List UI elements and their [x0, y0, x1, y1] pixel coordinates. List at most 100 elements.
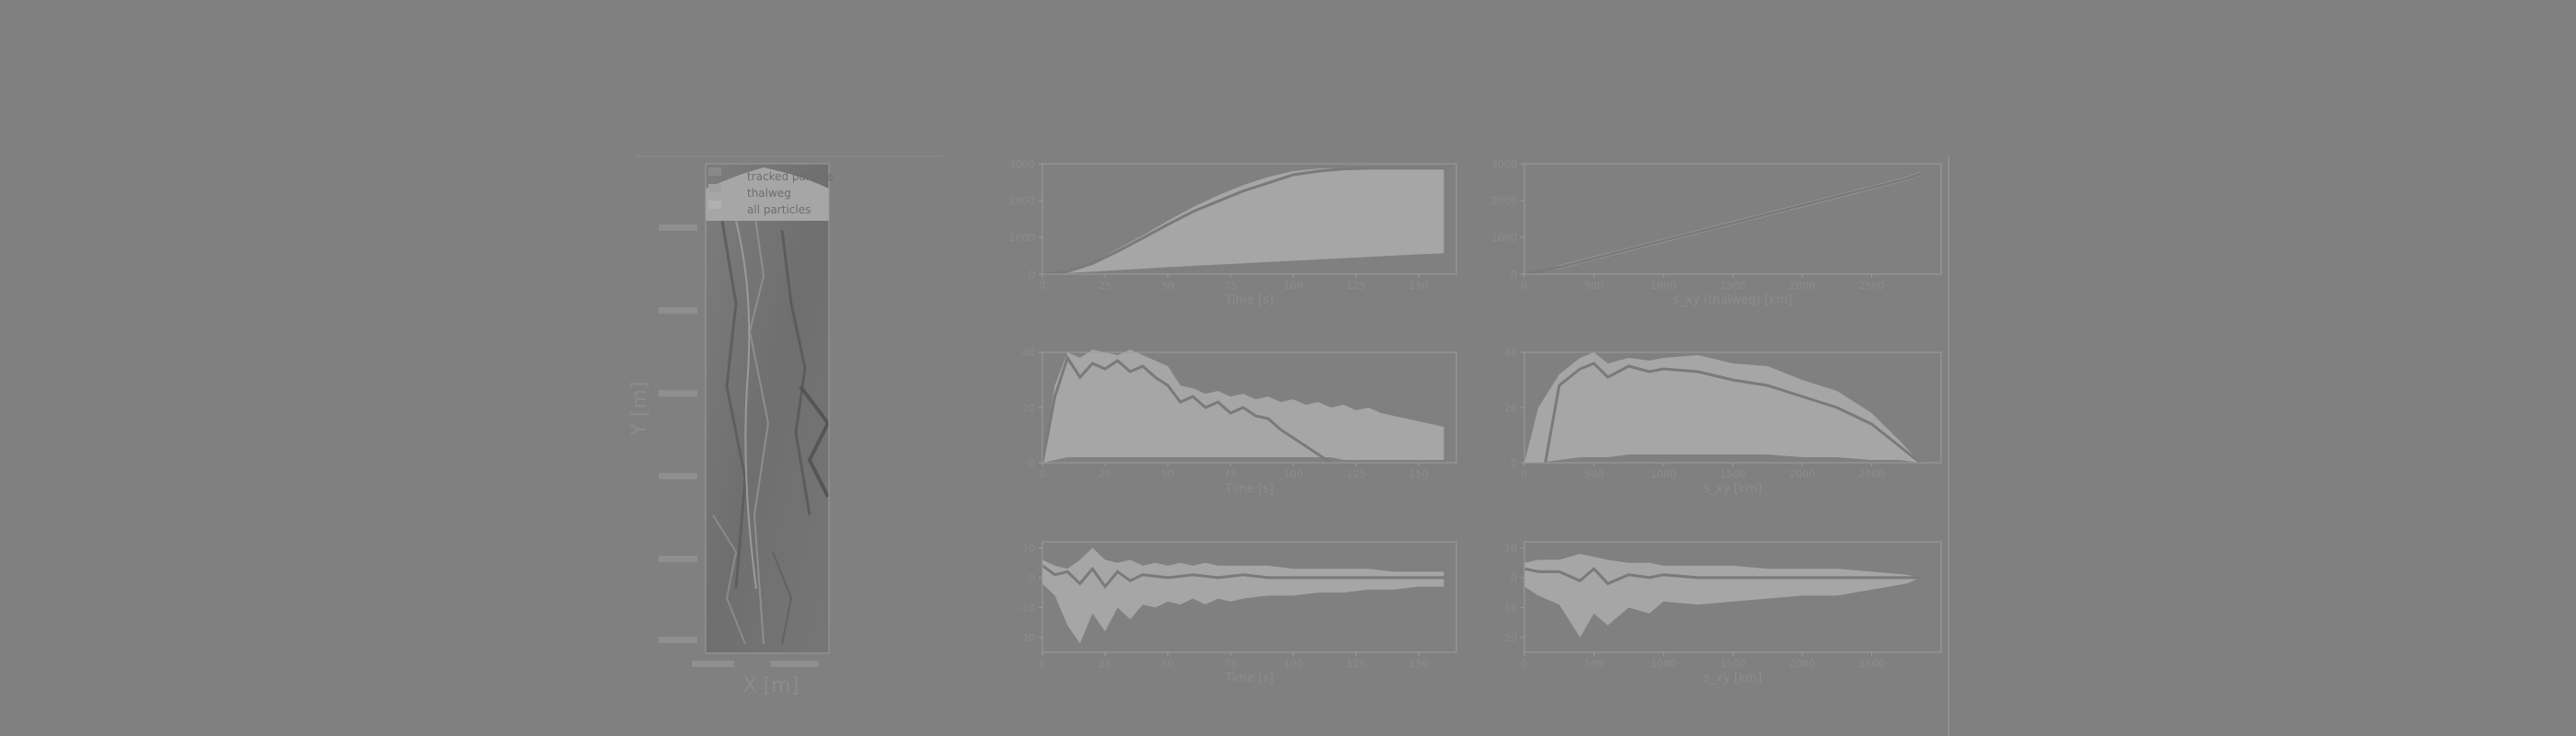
p3-xtick-label: 0 [1040, 468, 1046, 480]
p5-ytick-label: 10 [1022, 542, 1035, 554]
p5-ytick-label: 0 [1029, 572, 1035, 584]
p3-ytick-label: 20 [1022, 402, 1035, 414]
p1-xtick-label: 150 [1409, 280, 1429, 292]
p1-xlabel: Time [s] [1225, 293, 1274, 307]
particle-paths [735, 220, 757, 590]
panel-thalweg-vs-distance: 0 500 1000 1500 2000 2500 0 1000 2000 3000 s_xy (t… [1491, 158, 1942, 307]
map-xlabel: X [m] [743, 674, 799, 697]
p6-xtick-label: 500 [1584, 658, 1604, 670]
p4-ytick-label: 40 [1504, 347, 1517, 359]
p2-thalweg-line [1524, 172, 1921, 276]
p2-xtick-label: 2000 [1789, 280, 1815, 292]
p3-xtick-label: 125 [1346, 468, 1365, 480]
p1-ytick-label: 1000 [1009, 232, 1035, 244]
legend-swatch-all [708, 201, 721, 209]
p6-xtick-label: 1000 [1650, 658, 1676, 670]
p1-ytick-label: 0 [1029, 269, 1035, 281]
p5-range-band [1042, 547, 1444, 644]
p1-ytick-label: 3000 [1009, 158, 1035, 170]
legend-swatch-thalweg [708, 184, 721, 192]
p1-xtick-label: 0 [1040, 280, 1046, 292]
p3-xtick-label: 50 [1161, 468, 1174, 480]
p2-ytick-label: 0 [1511, 269, 1517, 281]
p5-axes-frame [1041, 541, 1457, 653]
map-frame [705, 163, 830, 654]
p2-range-band [1524, 171, 1921, 274]
panel-time-vs-velocity: 0 25 50 75 100 125 150 0 20 40 Time [s] [1022, 347, 1457, 496]
p4-xtick-label: 1000 [1650, 468, 1676, 480]
p5-xlabel: Time [s] [1225, 672, 1274, 685]
p6-ytick-label: 10 [1504, 542, 1517, 554]
p1-xtick-label: 75 [1225, 280, 1237, 292]
p3-ytick-label: 0 [1029, 457, 1035, 469]
p2-xlabel: s_xy (thalweg) [km] [1673, 293, 1792, 307]
p5-xtick-label: 100 [1283, 658, 1303, 670]
legend-label-all: all particles [747, 203, 811, 216]
p4-xtick-label: 0 [1522, 468, 1528, 480]
map-xticks [692, 661, 819, 667]
p1-thalweg-line [1041, 167, 1444, 276]
p6-xtick-label: 2000 [1789, 658, 1815, 670]
p2-ytick-label: 2000 [1491, 195, 1517, 207]
panel-time-vs-acceleration: 0 25 50 75 100 125 150 -20 -10 0 10 Time [s] [1018, 541, 1457, 685]
p4-xlabel: s_xy [km] [1704, 482, 1762, 496]
legend-label-tracked: tracked particle [747, 170, 834, 183]
p3-xtick-label: 75 [1225, 468, 1237, 480]
p4-xtick-label: 2500 [1859, 468, 1885, 480]
legend-swatch-tracked [708, 167, 721, 176]
p3-xtick-label: 150 [1409, 468, 1429, 480]
p6-range-band [1524, 554, 1921, 638]
p5-xtick-label: 150 [1409, 658, 1429, 670]
p3-xtick-label: 100 [1283, 468, 1303, 480]
p2-xtick-label: 2500 [1859, 280, 1885, 292]
p1-xtick-label: 125 [1346, 280, 1365, 292]
p2-ytick-label: 3000 [1491, 158, 1517, 170]
p5-thalweg-line [1041, 564, 1444, 590]
p6-xtick-label: 0 [1522, 658, 1528, 670]
p4-range-band [1524, 352, 1921, 463]
p6-thalweg-line [1524, 567, 1921, 586]
p6-ytick-label: -10 [1501, 602, 1517, 614]
p1-range-band [1042, 167, 1444, 274]
p4-thalweg-line [1544, 362, 1922, 465]
p5-xtick-label: 75 [1225, 658, 1237, 670]
p5-ytick-label: -10 [1018, 602, 1035, 614]
panel-sxy-vs-acceleration: 0 500 1000 1500 2000 2500 -20 -10 0 10 s_xy [km] [1501, 541, 1942, 685]
p6-xtick-label: 1500 [1720, 658, 1746, 670]
p2-xtick-label: 1500 [1720, 280, 1746, 292]
p3-thalweg-line [1041, 354, 1332, 465]
panel-sxy-vs-velocity: 0 500 1000 1500 2000 2500 0 20 40 s_xy [km] [1504, 347, 1942, 496]
p2-xtick-label: 0 [1522, 280, 1528, 292]
p6-ytick-label: 0 [1511, 572, 1517, 584]
release-area [706, 167, 829, 221]
p1-ytick-label: 2000 [1009, 195, 1035, 207]
p6-ytick-label: -20 [1501, 632, 1517, 644]
p5-xtick-label: 0 [1040, 658, 1046, 670]
p3-xtick-label: 25 [1098, 468, 1111, 480]
map-yticks [659, 224, 697, 643]
p3-xlabel: Time [s] [1225, 482, 1274, 496]
p2-xtick-label: 1000 [1650, 280, 1676, 292]
panel-time-vs-distance: 0 25 50 75 100 125 150 0 1000 2000 3000 Time [s] [1009, 158, 1457, 307]
terrain-texture [712, 211, 829, 645]
p2-ytick-label: 1000 [1491, 232, 1517, 244]
p6-xlabel: s_xy [km] [1704, 672, 1762, 685]
p1-axes-frame [1041, 163, 1457, 275]
p1-xtick-label: 100 [1283, 280, 1303, 292]
p6-xtick-label: 2500 [1859, 658, 1885, 670]
legend: tracked particle thalweg all particles [708, 167, 834, 216]
p2-xtick-label: 500 [1584, 280, 1604, 292]
p1-xtick-label: 25 [1098, 280, 1111, 292]
p4-xtick-label: 1500 [1720, 468, 1746, 480]
p5-xtick-label: 50 [1161, 658, 1174, 670]
p4-xtick-label: 500 [1584, 468, 1604, 480]
legend-label-thalweg: thalweg [747, 187, 791, 200]
map-panel: tracked particle thalweg all particles X… [628, 163, 834, 697]
p5-xtick-label: 125 [1346, 658, 1365, 670]
p3-ytick-label: 40 [1022, 347, 1035, 359]
p4-ytick-label: 20 [1504, 402, 1517, 414]
p5-xtick-label: 25 [1098, 658, 1111, 670]
map-ylabel: Y [m] [628, 381, 651, 436]
p4-xtick-label: 2000 [1789, 468, 1815, 480]
